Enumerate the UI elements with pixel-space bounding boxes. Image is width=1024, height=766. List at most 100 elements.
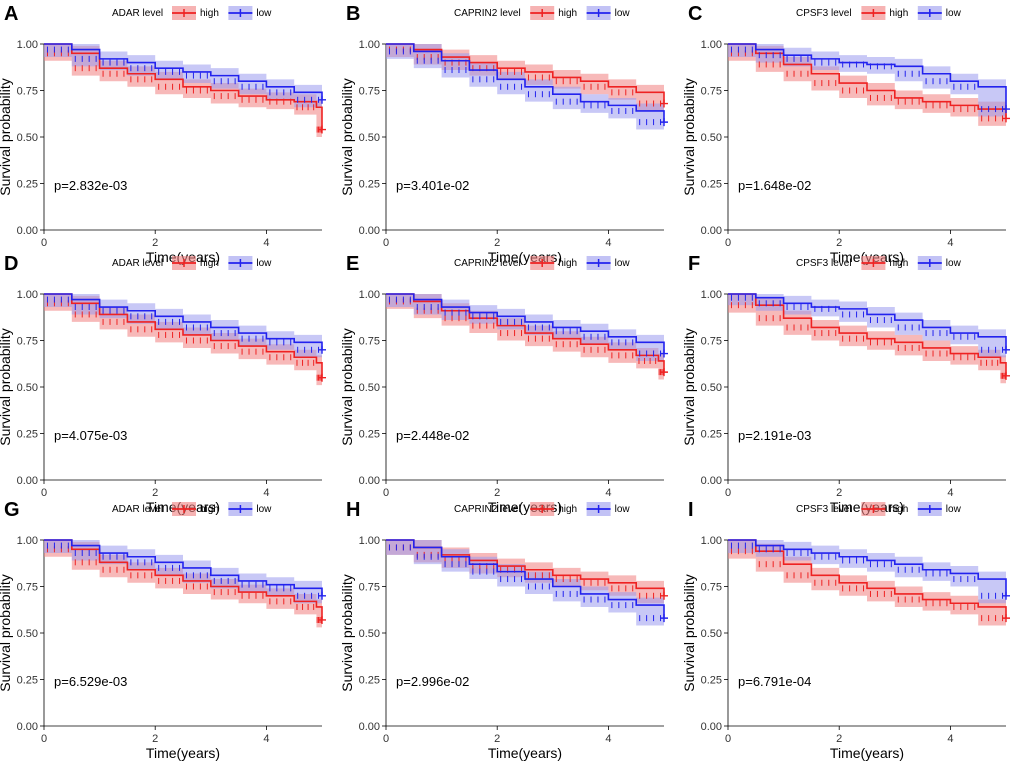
legend-key-high: high (530, 502, 577, 516)
y-tick-label: 0.00 (359, 721, 380, 733)
panel-letter: G (4, 499, 20, 521)
x-tick-label: 2 (494, 487, 500, 499)
y-tick-label: 0.50 (17, 382, 38, 394)
legend-key-low: low (586, 6, 631, 20)
km-panel-b: B CAPRIN2 level high low 1.00 0.75 0.50 0.25 0.0… (339, 3, 668, 265)
legend: CPSF3 level high low (796, 6, 962, 20)
y-tick-label: 0.25 (359, 179, 380, 191)
x-tick-label: 2 (152, 237, 158, 249)
ci-band-low (728, 540, 1006, 604)
legend-label-high: high (200, 258, 219, 269)
y-tick-label: 0.25 (701, 179, 722, 191)
x-axis-title: Time(years) (146, 745, 220, 761)
y-tick-label: 0.00 (701, 475, 722, 487)
legend-title: CPSF3 level (796, 504, 852, 515)
legend-label-low: low (256, 8, 272, 19)
survival-curve-high (44, 539, 323, 620)
legend: CAPRIN2 level high low (454, 502, 630, 516)
x-tick-label: 0 (725, 237, 731, 249)
y-tick-label: 1.00 (17, 289, 38, 301)
legend-title: CPSF3 level (796, 8, 852, 19)
y-tick-label: 0.75 (17, 582, 38, 594)
p-value-label: p=1.648e-02 (738, 178, 811, 193)
legend-label-high: high (889, 8, 908, 19)
end-censor-low (660, 614, 668, 623)
x-tick-label: 4 (605, 487, 611, 499)
panel-letter: E (346, 253, 359, 275)
x-tick-label: 0 (383, 487, 389, 499)
legend-key-low: low (917, 6, 962, 20)
km-panel-g: G ADAR level high low 1.00 0.75 0.50 0.25 0.000 2… (0, 499, 326, 761)
x-tick-label: 2 (494, 733, 500, 745)
p-value-label: p=2.996e-02 (396, 674, 469, 689)
y-tick-label: 1.00 (359, 535, 380, 547)
survival-curve-low (728, 539, 1007, 596)
end-censor-low (1002, 105, 1010, 114)
y-tick-label: 0.25 (359, 675, 380, 687)
survival-curve-low (44, 43, 323, 100)
legend: CAPRIN2 level high low (454, 256, 630, 270)
y-tick-label: 1.00 (701, 289, 722, 301)
end-censor-high (318, 125, 326, 134)
legend: ADAR level high low (112, 256, 272, 270)
survival-curve-high (44, 43, 323, 130)
p-value-label: p=6.529e-03 (54, 674, 127, 689)
survival-curve-high (728, 293, 1007, 376)
x-tick-label: 4 (947, 487, 953, 499)
legend: CAPRIN2 level high low (454, 6, 630, 20)
legend-label-low: low (615, 8, 631, 19)
legend-key-low: low (586, 502, 630, 516)
end-censor-high (660, 99, 668, 108)
y-axis-title: Survival probability (339, 574, 355, 692)
km-panel-h: H CAPRIN2 level high low 1.00 0.75 0.50 0.25 0.0… (339, 499, 668, 761)
legend-key-low: low (228, 256, 272, 270)
y-axis-title: Survival probability (0, 574, 13, 692)
x-tick-label: 0 (383, 733, 389, 745)
panel-letter: B (346, 3, 360, 25)
legend-title: CAPRIN2 level (454, 8, 521, 19)
y-axis-title: Survival probability (339, 78, 355, 196)
x-tick-label: 2 (494, 237, 500, 249)
panel-letter: C (688, 3, 702, 25)
survival-curve-low (44, 293, 323, 350)
ci-band-low (44, 294, 322, 358)
x-tick-label: 0 (41, 733, 47, 745)
survival-curve-low (386, 43, 665, 123)
y-tick-label: 1.00 (701, 39, 722, 51)
legend-title: ADAR level (112, 258, 163, 269)
legend-key-low: low (586, 256, 631, 270)
x-tick-label: 4 (947, 733, 953, 745)
y-axis-title: Survival probability (0, 78, 13, 196)
y-tick-label: 0.75 (359, 86, 380, 98)
y-tick-label: 0.00 (17, 721, 38, 733)
x-tick-label: 0 (383, 237, 389, 249)
end-censor-low (318, 345, 326, 354)
legend-label-low: low (615, 258, 631, 269)
legend-title: CAPRIN2 level (454, 258, 521, 269)
y-tick-label: 1.00 (17, 39, 38, 51)
y-axis-title: Survival probability (339, 328, 355, 446)
x-tick-label: 0 (725, 487, 731, 499)
km-panel-a: A ADAR level high low 1.00 0.75 0.50 0.25 0.000 2… (0, 3, 326, 265)
legend-label-high: high (558, 8, 577, 19)
end-censor-high (318, 373, 326, 382)
y-tick-label: 0.50 (701, 628, 722, 640)
y-tick-label: 0.00 (17, 475, 38, 487)
legend-title: ADAR level (112, 504, 163, 515)
legend: CPSF3 level high low (796, 502, 962, 516)
legend-key-high: high (530, 256, 577, 270)
legend-key-low: low (228, 502, 272, 516)
ci-band-low (44, 44, 322, 108)
legend: ADAR level high low (112, 6, 272, 20)
end-censor-low (660, 349, 668, 358)
ci-band-low (44, 540, 322, 604)
y-tick-label: 0.25 (17, 179, 38, 191)
x-tick-label: 4 (605, 733, 611, 745)
x-tick-label: 4 (947, 237, 953, 249)
legend-key-high: high (172, 502, 219, 516)
y-tick-label: 0.50 (359, 132, 380, 144)
y-tick-label: 0.75 (359, 336, 380, 348)
legend-label-high: high (889, 504, 908, 515)
legend-key-high: high (530, 6, 577, 20)
